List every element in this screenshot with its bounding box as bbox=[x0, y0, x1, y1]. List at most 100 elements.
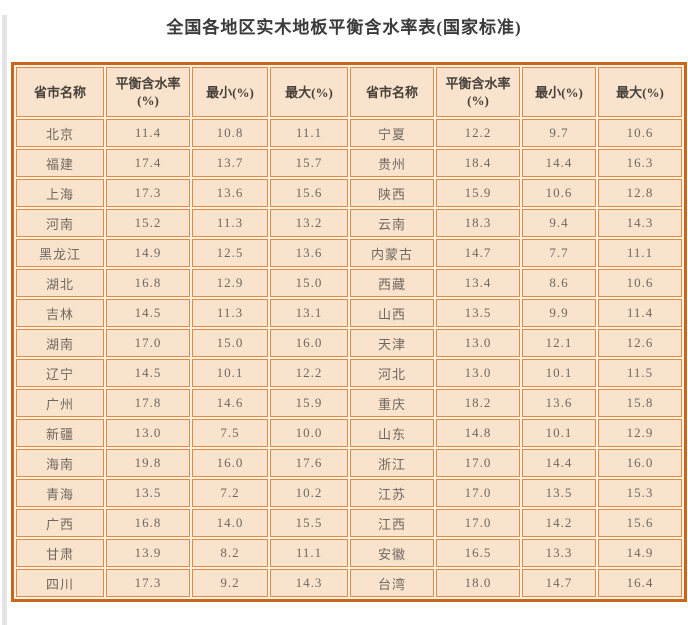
moisture-value-cell: 14.7 bbox=[436, 239, 520, 267]
max-value-cell: 12.8 bbox=[598, 179, 682, 207]
province-cell: 浙江 bbox=[350, 449, 434, 477]
max-value-cell: 15.0 bbox=[270, 269, 348, 297]
min-value-cell: 14.4 bbox=[522, 449, 596, 477]
moisture-value-cell: 11.4 bbox=[106, 119, 190, 147]
province-cell: 山东 bbox=[350, 419, 434, 447]
min-value-cell: 12.1 bbox=[522, 329, 596, 357]
min-value-cell: 10.1 bbox=[522, 419, 596, 447]
moisture-value-cell: 17.0 bbox=[436, 509, 520, 537]
province-cell: 黑龙江 bbox=[16, 239, 104, 267]
max-value-cell: 15.8 bbox=[598, 389, 682, 417]
min-value-cell: 9.7 bbox=[522, 119, 596, 147]
header-province-name-left: 省市名称 bbox=[16, 67, 104, 117]
table-row: 上海 17.3 13.6 15.6 陕西 15.9 10.6 12.8 bbox=[16, 179, 682, 207]
max-value-cell: 12.2 bbox=[270, 359, 348, 387]
moisture-value-cell: 17.3 bbox=[106, 179, 190, 207]
province-cell: 宁夏 bbox=[350, 119, 434, 147]
table-row: 青海 13.5 7.2 10.2 江苏 17.0 13.5 15.3 bbox=[16, 479, 682, 507]
moisture-value-cell: 13.0 bbox=[436, 359, 520, 387]
moisture-value-cell: 12.2 bbox=[436, 119, 520, 147]
max-value-cell: 14.3 bbox=[598, 209, 682, 237]
header-equilibrium-moisture-left: 平衡含水率(%) bbox=[106, 67, 190, 117]
max-value-cell: 13.6 bbox=[270, 239, 348, 267]
table-row: 甘肃 13.9 8.2 11.1 安徽 16.5 13.3 14.9 bbox=[16, 539, 682, 567]
province-cell: 贵州 bbox=[350, 149, 434, 177]
province-cell: 青海 bbox=[16, 479, 104, 507]
max-value-cell: 11.1 bbox=[598, 239, 682, 267]
moisture-value-cell: 14.8 bbox=[436, 419, 520, 447]
province-cell: 河北 bbox=[350, 359, 434, 387]
max-value-cell: 10.6 bbox=[598, 119, 682, 147]
moisture-value-cell: 18.4 bbox=[436, 149, 520, 177]
max-value-cell: 15.6 bbox=[598, 509, 682, 537]
moisture-value-cell: 14.9 bbox=[106, 239, 190, 267]
header-max-right: 最大(%) bbox=[598, 67, 682, 117]
moisture-value-cell: 13.5 bbox=[436, 299, 520, 327]
moisture-value-cell: 16.5 bbox=[436, 539, 520, 567]
min-value-cell: 14.6 bbox=[192, 389, 268, 417]
min-value-cell: 10.1 bbox=[192, 359, 268, 387]
table-row: 四川 17.3 9.2 14.3 台湾 18.0 14.7 16.4 bbox=[16, 569, 682, 597]
max-value-cell: 10.0 bbox=[270, 419, 348, 447]
min-value-cell: 14.4 bbox=[522, 149, 596, 177]
province-cell: 吉林 bbox=[16, 299, 104, 327]
max-value-cell: 11.5 bbox=[598, 359, 682, 387]
table-row: 辽宁 14.5 10.1 12.2 河北 13.0 10.1 11.5 bbox=[16, 359, 682, 387]
province-cell: 云南 bbox=[350, 209, 434, 237]
header-row: 省市名称 平衡含水率(%) 最小(%) 最大(%) 省市名称 平衡含水率(%) … bbox=[16, 67, 682, 117]
moisture-value-cell: 17.3 bbox=[106, 569, 190, 597]
moisture-value-cell: 16.8 bbox=[106, 269, 190, 297]
page-edge-decoration bbox=[2, 15, 7, 625]
min-value-cell: 10.6 bbox=[522, 179, 596, 207]
min-value-cell: 13.6 bbox=[522, 389, 596, 417]
min-value-cell: 7.5 bbox=[192, 419, 268, 447]
table-row: 吉林 14.5 11.3 13.1 山西 13.5 9.9 11.4 bbox=[16, 299, 682, 327]
moisture-value-cell: 13.4 bbox=[436, 269, 520, 297]
table-row: 河南 15.2 11.3 13.2 云南 18.3 9.4 14.3 bbox=[16, 209, 682, 237]
min-value-cell: 13.3 bbox=[522, 539, 596, 567]
min-value-cell: 10.8 bbox=[192, 119, 268, 147]
province-cell: 福建 bbox=[16, 149, 104, 177]
max-value-cell: 12.6 bbox=[598, 329, 682, 357]
moisture-value-cell: 17.0 bbox=[106, 329, 190, 357]
page-title: 全国各地区实木地板平衡含水率表(国家标准) bbox=[166, 18, 522, 37]
min-value-cell: 11.3 bbox=[192, 299, 268, 327]
table-row: 新疆 13.0 7.5 10.0 山东 14.8 10.1 12.9 bbox=[16, 419, 682, 447]
province-cell: 内蒙古 bbox=[350, 239, 434, 267]
moisture-value-cell: 14.5 bbox=[106, 359, 190, 387]
min-value-cell: 15.0 bbox=[192, 329, 268, 357]
province-cell: 上海 bbox=[16, 179, 104, 207]
min-value-cell: 13.6 bbox=[192, 179, 268, 207]
table-row: 海南 19.8 16.0 17.6 浙江 17.0 14.4 16.0 bbox=[16, 449, 682, 477]
min-value-cell: 12.9 bbox=[192, 269, 268, 297]
max-value-cell: 16.3 bbox=[598, 149, 682, 177]
min-value-cell: 16.0 bbox=[192, 449, 268, 477]
province-cell: 江西 bbox=[350, 509, 434, 537]
max-value-cell: 15.6 bbox=[270, 179, 348, 207]
moisture-value-cell: 16.8 bbox=[106, 509, 190, 537]
table-row: 广州 17.8 14.6 15.9 重庆 18.2 13.6 15.8 bbox=[16, 389, 682, 417]
min-value-cell: 13.7 bbox=[192, 149, 268, 177]
province-cell: 湖南 bbox=[16, 329, 104, 357]
min-value-cell: 9.2 bbox=[192, 569, 268, 597]
province-cell: 重庆 bbox=[350, 389, 434, 417]
moisture-value-cell: 17.8 bbox=[106, 389, 190, 417]
province-cell: 广西 bbox=[16, 509, 104, 537]
max-value-cell: 16.0 bbox=[270, 329, 348, 357]
header-min-right: 最小(%) bbox=[522, 67, 596, 117]
max-value-cell: 10.6 bbox=[598, 269, 682, 297]
moisture-value-cell: 19.8 bbox=[106, 449, 190, 477]
max-value-cell: 15.3 bbox=[598, 479, 682, 507]
max-value-cell: 16.4 bbox=[598, 569, 682, 597]
moisture-value-cell: 13.0 bbox=[436, 329, 520, 357]
moisture-value-cell: 17.4 bbox=[106, 149, 190, 177]
table-row: 湖南 17.0 15.0 16.0 天津 13.0 12.1 12.6 bbox=[16, 329, 682, 357]
moisture-value-cell: 18.3 bbox=[436, 209, 520, 237]
moisture-value-cell: 13.9 bbox=[106, 539, 190, 567]
max-value-cell: 11.1 bbox=[270, 119, 348, 147]
table-row: 北京 11.4 10.8 11.1 宁夏 12.2 9.7 10.6 bbox=[16, 119, 682, 147]
table-row: 广西 16.8 14.0 15.5 江西 17.0 14.2 15.6 bbox=[16, 509, 682, 537]
moisture-value-cell: 14.5 bbox=[106, 299, 190, 327]
province-cell: 陕西 bbox=[350, 179, 434, 207]
max-value-cell: 11.4 bbox=[598, 299, 682, 327]
